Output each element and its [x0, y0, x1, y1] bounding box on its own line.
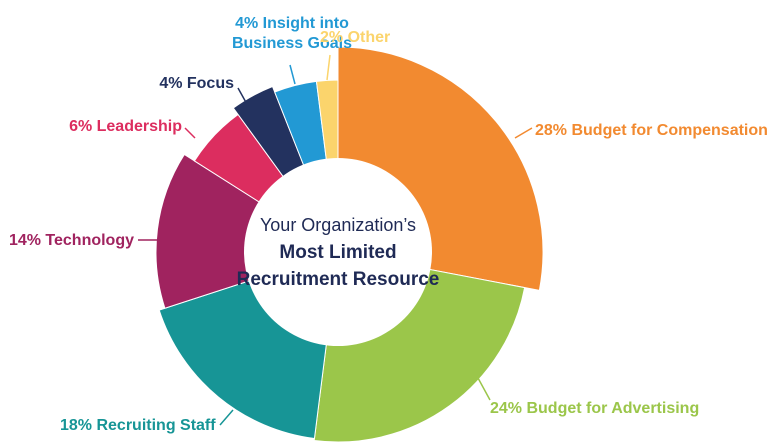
leader-line-0	[514, 127, 533, 139]
slice-label-6: 4% Insight into Business Goals	[232, 15, 352, 52]
slice-labels: 28% Budget for Compensation 24% Budget fo…	[9, 15, 768, 434]
leader-line-4	[184, 127, 196, 139]
slice-label-1: 24% Budget for Advertising	[490, 400, 699, 417]
slice-label-3: 14% Technology	[9, 232, 134, 249]
leader-line-2	[219, 409, 234, 426]
slices-group	[155, 46, 544, 443]
slice-label-0: 28% Budget for Compensation	[535, 122, 768, 139]
slice-label-4: 6% Leadership	[69, 118, 182, 135]
center-title-line-2: Most Limited	[279, 242, 396, 263]
slice-label-7: 2% Other	[320, 29, 390, 46]
leader-line-7	[326, 54, 331, 81]
slice-label-2: 18% Recruiting Staff	[60, 417, 216, 434]
leader-line-1	[477, 377, 491, 401]
leader-line-5	[237, 87, 249, 107]
center-title-line-3: Recruitment Resource	[237, 269, 440, 290]
center-title-line-1: Your Organization’s	[260, 215, 416, 235]
leader-line-6	[289, 64, 296, 85]
slice-label-5: 4% Focus	[159, 75, 234, 92]
donut-hole	[244, 158, 432, 346]
leader-lines	[138, 54, 533, 426]
